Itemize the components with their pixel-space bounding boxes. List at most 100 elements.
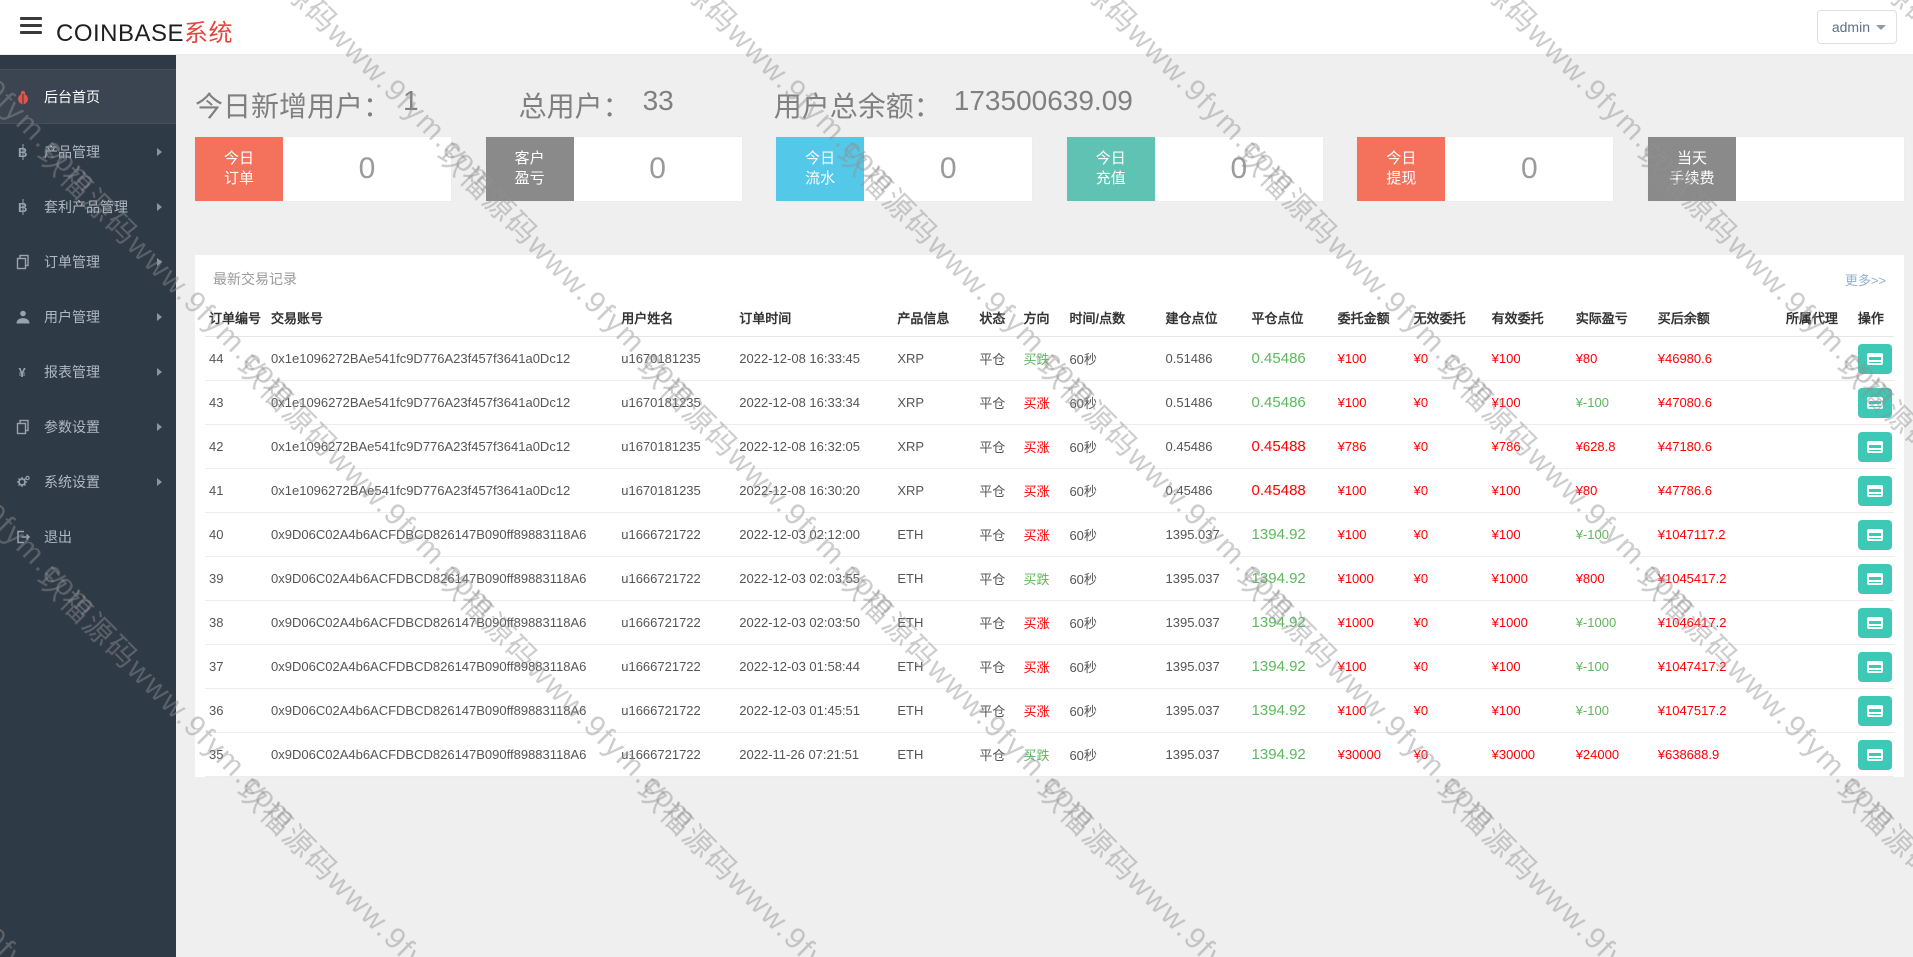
- cell-name: u1666721722: [617, 512, 736, 557]
- chevron-right-icon: [157, 312, 162, 321]
- cell-open: 0.51486: [1161, 336, 1248, 381]
- dashboard-bug-icon: [14, 89, 32, 105]
- latest-trades-panel: 最新交易记录 更多>> 订单编号 交易账号 用户姓名 订单时间 产品信息 状态 方向 时间/点…: [195, 255, 1904, 777]
- cell-amount: ¥1000: [1333, 600, 1410, 645]
- order-detail-button[interactable]: [1857, 607, 1892, 638]
- order-detail-button[interactable]: [1857, 431, 1892, 462]
- cell-direction: 买涨: [1019, 424, 1066, 469]
- cell-valid: ¥30000: [1487, 732, 1572, 777]
- cell-account: 0x1e1096272BAe541fc9D776A23f457f3641a0Dc…: [267, 336, 618, 381]
- column-header-16: 操作: [1853, 299, 1894, 337]
- table-row: 40 0x9D06C02A4b6ACFDBCD826147B090ff898831…: [205, 512, 1894, 557]
- sidebar-item-2[interactable]: B 套利产品管理: [0, 179, 176, 234]
- sidebar-item-8[interactable]: 退出: [0, 509, 176, 564]
- cell-id: 37: [205, 644, 268, 689]
- column-header-1: 交易账号: [267, 299, 618, 337]
- stat-value: 33: [642, 85, 674, 116]
- cell-id: 44: [205, 336, 268, 381]
- order-detail-button[interactable]: [1857, 519, 1892, 550]
- cell-account: 0x1e1096272BAe541fc9D776A23f457f3641a0Dc…: [267, 468, 618, 513]
- sidebar-item-1[interactable]: B 产品管理: [0, 124, 176, 179]
- cell-amount: ¥100: [1333, 688, 1410, 733]
- cell-amount: ¥100: [1333, 380, 1410, 425]
- column-header-7: 时间/点数: [1065, 299, 1162, 337]
- sidebar-item-label: 系统设置: [44, 473, 100, 490]
- cell-agent: [1781, 468, 1854, 513]
- cell-valid: ¥1000: [1487, 600, 1572, 645]
- chevron-right-icon: [157, 367, 162, 376]
- sidebar-item-6[interactable]: 参数设置: [0, 399, 176, 454]
- chevron-right-icon: [157, 422, 162, 431]
- card-label: 今日 订单: [195, 137, 283, 201]
- cell-profit: ¥-100: [1571, 688, 1654, 733]
- cell-period: 60秒: [1065, 732, 1162, 777]
- orders-copy-icon: [14, 254, 32, 270]
- order-detail-button[interactable]: [1857, 475, 1892, 506]
- top-header-bar: COINBASE系统 admin: [0, 0, 1913, 55]
- card-value: 0: [358, 152, 376, 185]
- cell-period: 60秒: [1065, 556, 1162, 601]
- sidebar-item-3[interactable]: 订单管理: [0, 234, 176, 289]
- cell-amount: ¥100: [1333, 512, 1410, 557]
- detail-table-icon: [1866, 440, 1883, 453]
- cell-profit: ¥-100: [1571, 512, 1654, 557]
- cell-agent: [1781, 512, 1854, 557]
- order-detail-button[interactable]: [1857, 651, 1892, 682]
- admin-user-dropdown[interactable]: admin: [1816, 10, 1897, 44]
- panel-header: 最新交易记录 更多>>: [205, 267, 1894, 299]
- column-header-10: 委托金额: [1333, 299, 1410, 337]
- detail-table-icon: [1866, 748, 1883, 761]
- cell-time: 2022-11-26 07:21:51: [735, 732, 894, 777]
- order-detail-button[interactable]: [1857, 695, 1892, 726]
- table-row: 35 0x9D06C02A4b6ACFDBCD826147B090ff898831…: [205, 732, 1894, 777]
- cell-product: ETH: [893, 732, 976, 777]
- more-link[interactable]: 更多>>: [1844, 272, 1886, 288]
- chevron-right-icon: [157, 147, 162, 156]
- cell-agent: [1781, 644, 1854, 689]
- hamburger-menu-icon[interactable]: [20, 17, 42, 35]
- sidebar-item-4[interactable]: 用户管理: [0, 289, 176, 344]
- cell-time: 2022-12-08 16:33:34: [735, 380, 894, 425]
- main-content: 今日新增用户： 1 总用户： 33 用户总余额： 173500639.09 今日 订单 0 客户…: [176, 55, 1913, 957]
- cell-direction: 买涨: [1019, 644, 1066, 689]
- sidebar-item-0[interactable]: 后台首页: [0, 69, 176, 124]
- cell-direction: 买涨: [1019, 512, 1066, 557]
- column-header-14: 买后余额: [1653, 299, 1782, 337]
- sidebar-item-5[interactable]: ¥ 报表管理: [0, 344, 176, 399]
- sidebar-item-7[interactable]: 系统设置: [0, 454, 176, 509]
- cell-direction: 买涨: [1019, 468, 1066, 513]
- order-detail-button[interactable]: [1857, 563, 1892, 594]
- cell-valid: ¥100: [1487, 468, 1572, 513]
- cell-amount: ¥100: [1333, 468, 1410, 513]
- cell-close: 0.45486: [1247, 380, 1334, 425]
- cell-close: 0.45488: [1247, 424, 1334, 469]
- cell-valid: ¥1000: [1487, 556, 1572, 601]
- table-row: 38 0x9D06C02A4b6ACFDBCD826147B090ff898831…: [205, 600, 1894, 645]
- cell-period: 60秒: [1065, 380, 1162, 425]
- cell-balance: ¥47786.6: [1653, 468, 1782, 513]
- cell-close: 0.45486: [1247, 336, 1334, 381]
- cell-agent: [1781, 688, 1854, 733]
- table-row: 37 0x9D06C02A4b6ACFDBCD826147B090ff898831…: [205, 644, 1894, 689]
- cell-direction: 买跌: [1019, 336, 1066, 381]
- cell-name: u1670181235: [617, 336, 736, 381]
- order-detail-button[interactable]: [1857, 739, 1892, 770]
- order-detail-button[interactable]: [1857, 387, 1892, 418]
- stat-card-4: 今日 提现 0: [1357, 137, 1614, 201]
- card-label: 今日 充值: [1066, 137, 1155, 201]
- cell-product: ETH: [893, 600, 976, 645]
- cell-balance: ¥1047517.2: [1653, 688, 1782, 733]
- panel-title: 最新交易记录: [213, 271, 297, 287]
- cell-agent: [1781, 380, 1854, 425]
- cell-action: [1853, 688, 1894, 733]
- cell-action: [1853, 732, 1894, 777]
- cell-name: u1666721722: [617, 644, 736, 689]
- column-header-0: 订单编号: [205, 299, 268, 337]
- card-value: 0: [939, 152, 957, 185]
- column-header-9: 平仓点位: [1247, 299, 1334, 337]
- order-detail-button[interactable]: [1857, 343, 1892, 374]
- cell-account: 0x9D06C02A4b6ACFDBCD826147B090ff89883118…: [267, 732, 618, 777]
- cell-direction: 买涨: [1019, 600, 1066, 645]
- cell-id: 43: [205, 380, 268, 425]
- cell-valid: ¥100: [1487, 380, 1572, 425]
